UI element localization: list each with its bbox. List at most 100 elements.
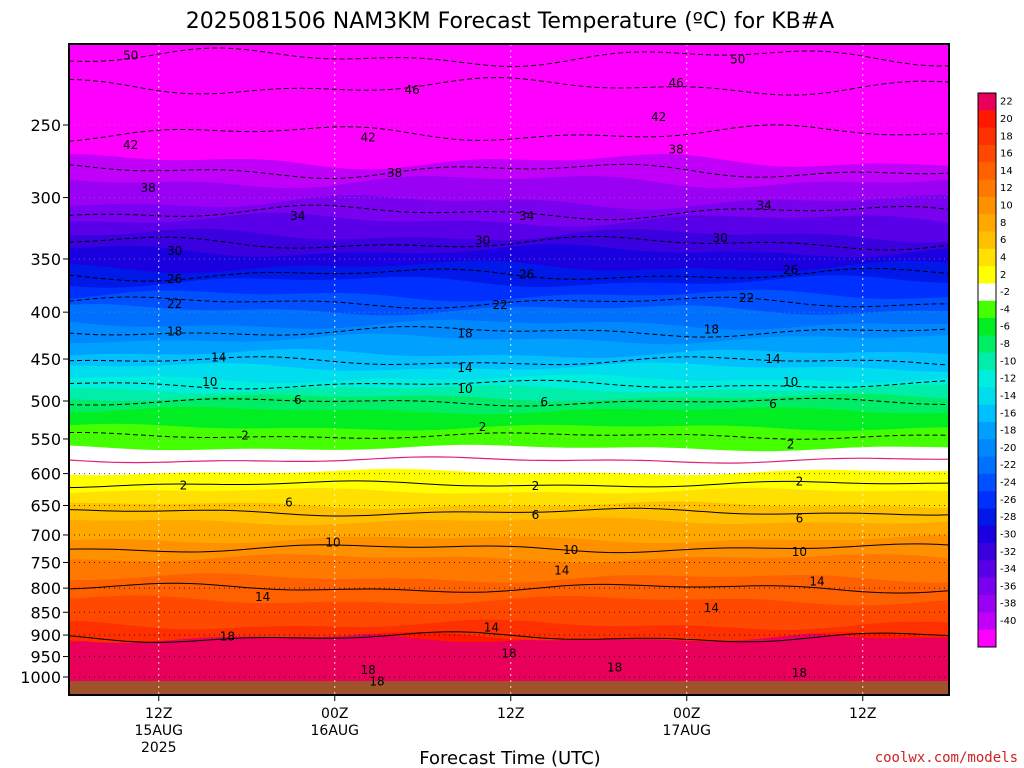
colorbar-swatch xyxy=(978,473,996,492)
contour-line--18 xyxy=(69,326,949,338)
colorbar-swatch xyxy=(978,162,996,181)
contour-label: 18 xyxy=(220,629,235,643)
contour-label: 26 xyxy=(783,263,798,277)
colorbar-label: 10 xyxy=(1000,201,1013,212)
contour-line--6 xyxy=(69,397,949,407)
x-tick-label: 16AUG xyxy=(311,723,360,739)
x-tick-label: 12Z xyxy=(497,706,524,722)
colorbar-label: 2 xyxy=(1000,270,1006,281)
colorbar-label: 16 xyxy=(1000,149,1013,160)
contour-label: 10 xyxy=(563,543,578,557)
colorbar-swatch xyxy=(978,439,996,458)
contour-label: 50 xyxy=(123,49,138,63)
contour-label: 30 xyxy=(475,233,490,247)
y-tick-label: 950 xyxy=(30,648,61,667)
contour-label: 14 xyxy=(457,361,472,375)
contour-line--10 xyxy=(69,379,949,390)
y-tick-label: 800 xyxy=(30,579,61,598)
colorbar-label: -40 xyxy=(1000,616,1016,627)
colorbar-swatch xyxy=(978,144,996,163)
colorbar-swatch xyxy=(978,318,996,336)
contour-label: 14 xyxy=(809,575,824,589)
contour-label: 18 xyxy=(457,326,472,340)
colorbar-label: 20 xyxy=(1000,114,1013,125)
x-tick-label: 12Z xyxy=(849,706,876,722)
contour-label: 38 xyxy=(387,166,402,180)
contour-label: 6 xyxy=(532,508,540,522)
contour-line--50 xyxy=(69,47,949,68)
colorbar-swatch xyxy=(978,508,996,527)
colorbar-swatch xyxy=(978,577,996,596)
colorbar-swatch xyxy=(978,491,996,509)
colorbar-label: 22 xyxy=(1000,97,1013,108)
contour-label: 42 xyxy=(651,110,666,124)
contour-label: 6 xyxy=(796,512,804,526)
x-tick-label: 17AUG xyxy=(663,723,712,739)
colorbar-swatch xyxy=(978,421,996,440)
colorbar-label: -36 xyxy=(1000,581,1016,592)
y-tick-label: 500 xyxy=(30,392,61,411)
plot-frame xyxy=(68,43,950,696)
contour-line-18 xyxy=(69,631,949,643)
contour-label: 10 xyxy=(457,382,472,396)
colorbar-swatch xyxy=(978,525,996,544)
colorbar-label: -32 xyxy=(1000,547,1016,558)
x-tick-label: 15AUG xyxy=(135,723,184,739)
y-tick-label: 450 xyxy=(30,350,61,369)
contour-label: 2 xyxy=(241,428,249,442)
contour-label: 18 xyxy=(704,323,719,337)
contour-label: 42 xyxy=(123,138,138,152)
colorbar-label: -38 xyxy=(1000,599,1016,610)
contour-line--46 xyxy=(69,77,949,96)
y-tick-label: 900 xyxy=(30,626,61,645)
colorbar-swatch xyxy=(978,93,996,111)
x-tick-label: 2025 xyxy=(141,740,177,756)
contour-label: 10 xyxy=(202,375,217,389)
contour-line-0 xyxy=(69,456,949,464)
y-tick-label: 600 xyxy=(30,465,61,484)
y-tick-label: 1000 xyxy=(20,668,61,687)
contour-line--30 xyxy=(69,235,949,251)
colorbar-swatch xyxy=(978,283,996,302)
contour-line-10 xyxy=(69,543,949,554)
colorbar-label: -30 xyxy=(1000,529,1016,540)
x-tick-label: 12Z xyxy=(145,706,172,722)
contour-label: 42 xyxy=(361,131,376,145)
contour-label: 14 xyxy=(765,352,780,366)
contour-line--22 xyxy=(69,296,949,309)
contour-label: 14 xyxy=(704,601,719,615)
contour-label: 2 xyxy=(180,478,188,492)
colorbar-label: -20 xyxy=(1000,443,1016,454)
y-tick-label: 300 xyxy=(30,189,61,208)
colorbar-swatch xyxy=(978,300,996,319)
contour-label: 22 xyxy=(739,291,754,305)
colorbar-label: -22 xyxy=(1000,460,1016,471)
contour-label: 34 xyxy=(757,198,772,212)
colorbar-swatch xyxy=(978,214,996,232)
y-tick-label: 350 xyxy=(30,250,61,269)
contour-label: 14 xyxy=(211,350,226,364)
contour-label: 26 xyxy=(519,268,534,282)
colorbar-swatch xyxy=(978,248,996,267)
colorbar-swatch xyxy=(978,196,996,215)
colorbar-label: 12 xyxy=(1000,183,1013,194)
contour-label: 30 xyxy=(713,231,728,245)
contour-label: 18 xyxy=(607,660,622,674)
colorbar-label: -2 xyxy=(1000,287,1010,298)
contour-line--14 xyxy=(69,356,949,366)
contour-label: 50 xyxy=(730,52,745,66)
contour-label: 10 xyxy=(792,545,807,559)
colorbar-swatch xyxy=(978,456,996,475)
y-axis: 250 300 350 400 450 500 550 600 650 700 750 800 850 9… xyxy=(20,116,69,687)
y-tick-label: 650 xyxy=(30,496,61,515)
contour-label: 10 xyxy=(783,375,798,389)
contour-label: 30 xyxy=(167,244,182,258)
colorbar-label: 8 xyxy=(1000,218,1006,229)
contour-label: 46 xyxy=(669,76,684,90)
colorbar-label: 4 xyxy=(1000,252,1006,263)
x-axis-label: Forecast Time (UTC) xyxy=(419,748,600,768)
contour-label: 18 xyxy=(792,666,807,680)
